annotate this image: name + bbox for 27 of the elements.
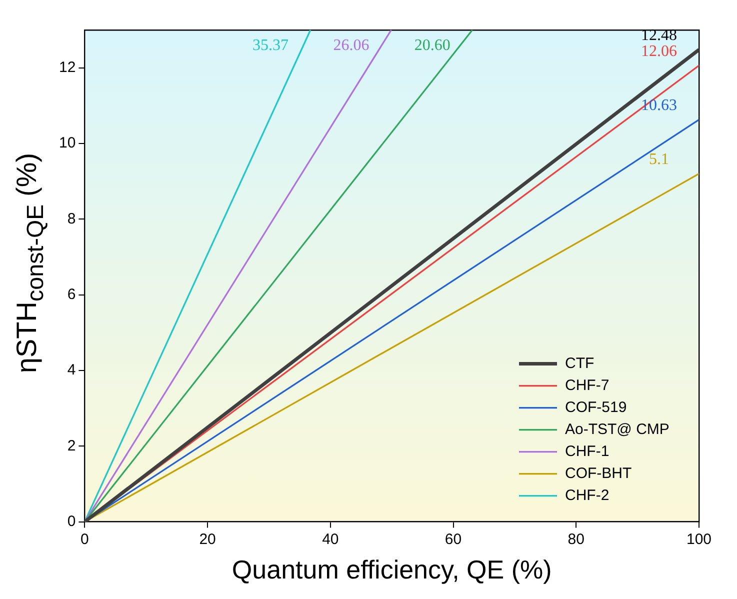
legend-label: CTF: [565, 354, 594, 372]
y-tick-label: 12: [58, 58, 76, 76]
legend-label: CHF-1: [565, 442, 610, 460]
legend-label: Ao-TST@ CMP: [565, 420, 670, 438]
legend-label: COF-BHT: [565, 464, 632, 482]
x-tick-label: 0: [80, 530, 89, 548]
legend-label: CHF-7: [565, 376, 610, 394]
legend-label: COF-519: [565, 398, 627, 416]
y-tick-label: 6: [67, 286, 76, 303]
y-tick-label: 2: [67, 437, 76, 454]
annotation: 35.37: [252, 37, 288, 54]
x-tick-label: 40: [322, 530, 339, 548]
y-tick-label: 4: [67, 362, 76, 379]
y-tick-label: 0: [67, 512, 76, 530]
x-axis-title: Quantum efficiency, QE (%): [232, 554, 552, 585]
annotation: 26.06: [333, 37, 370, 54]
annotation: 5.1: [649, 150, 669, 168]
y-tick-label: 8: [67, 210, 76, 228]
x-tick-label: 80: [568, 530, 584, 548]
x-tick-label: 60: [444, 530, 462, 548]
legend-label: CHF-2: [565, 486, 610, 504]
annotation: 20.60: [414, 37, 450, 54]
annotation: 12.06: [641, 42, 677, 60]
y-tick-label: 10: [58, 134, 76, 152]
x-tick-label: 20: [199, 530, 216, 548]
x-tick-label: 100: [686, 530, 712, 548]
annotation: 10.63: [641, 96, 677, 114]
